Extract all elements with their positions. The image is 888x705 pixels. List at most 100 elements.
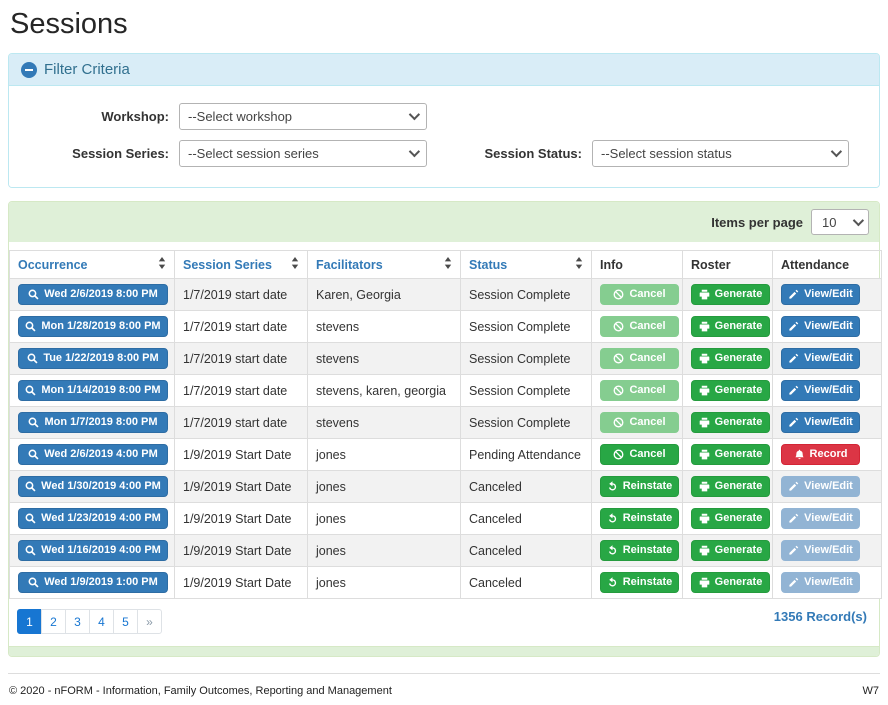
roster-generate-button[interactable]: Generate	[691, 444, 770, 465]
occurrence-cell: Wed 2/6/2019 4:00 PM	[9, 438, 175, 471]
printer-icon	[699, 417, 710, 428]
column-header-occurrence[interactable]: Occurrence	[9, 250, 175, 279]
page-button-4[interactable]: 4	[89, 609, 114, 634]
info-reinstate-button[interactable]: Reinstate	[600, 572, 679, 593]
occurrence-button[interactable]: Wed 1/16/2019 4:00 PM	[18, 540, 168, 561]
occurrence-label: Wed 1/9/2019 1:00 PM	[44, 576, 158, 588]
occurrence-button[interactable]: Wed 1/9/2019 1:00 PM	[18, 572, 168, 593]
roster-generate-button[interactable]: Generate	[691, 284, 770, 305]
page-button-5[interactable]: 5	[113, 609, 138, 634]
items-per-page-select[interactable]: 10	[811, 209, 869, 235]
pencil-icon	[788, 481, 799, 492]
printer-icon	[699, 513, 710, 524]
info-cell: Cancel	[591, 374, 683, 407]
info-reinstate-button[interactable]: Reinstate	[600, 476, 679, 497]
info-cell: Cancel	[591, 310, 683, 343]
occurrence-button[interactable]: Tue 1/22/2019 8:00 PM	[18, 348, 168, 369]
column-header-facilitators[interactable]: Facilitators	[307, 250, 461, 279]
facilitators-cell: stevens	[307, 342, 461, 375]
pencil-icon	[788, 353, 799, 364]
filter-criteria-header[interactable]: Filter Criteria	[9, 54, 879, 86]
printer-icon	[699, 449, 710, 460]
status-cell: Session Complete	[460, 406, 592, 439]
roster-generate-button[interactable]: Generate	[691, 316, 770, 337]
session-series-cell: 1/9/2019 Start Date	[174, 534, 308, 567]
sort-icon[interactable]	[291, 257, 299, 272]
attendance-view-edit-button: View/Edit	[781, 508, 860, 529]
occurrence-label: Wed 1/16/2019 4:00 PM	[41, 544, 161, 556]
column-label: Info	[600, 257, 623, 272]
occurrence-cell: Wed 2/6/2019 8:00 PM	[9, 278, 175, 311]
page-button-3[interactable]: 3	[65, 609, 90, 634]
workshop-select[interactable]: --Select workshop	[179, 103, 427, 130]
roster-generate-button[interactable]: Generate	[691, 476, 770, 497]
info-cell: Reinstate	[591, 502, 683, 535]
printer-icon	[699, 289, 710, 300]
session-series-cell: 1/7/2019 start date	[174, 342, 308, 375]
session-status-select[interactable]: --Select session status	[591, 140, 849, 167]
sort-icon[interactable]	[575, 257, 583, 272]
attendance-cell: View/Edit	[772, 374, 882, 407]
info-reinstate-button[interactable]: Reinstate	[600, 508, 679, 529]
button-label: Reinstate	[622, 512, 673, 524]
roster-generate-button[interactable]: Generate	[691, 572, 770, 593]
roster-generate-button[interactable]: Generate	[691, 508, 770, 529]
attendance-view-edit-button[interactable]: View/Edit	[781, 348, 860, 369]
page-button-2[interactable]: 2	[41, 609, 66, 634]
session-series-cell: 1/9/2019 Start Date	[174, 438, 308, 471]
search-icon	[28, 449, 39, 460]
attendance-view-edit-button[interactable]: View/Edit	[781, 412, 860, 433]
table-panel-footer: 1 2 3 4 5» 1356 Record(s)	[9, 599, 879, 640]
session-series-cell: 1/9/2019 Start Date	[174, 470, 308, 503]
sort-icon[interactable]	[158, 257, 166, 272]
session-series-select[interactable]: --Select session series	[179, 140, 427, 167]
button-label: View/Edit	[804, 352, 853, 364]
info-cancel-button[interactable]: Cancel	[600, 444, 679, 465]
attendance-record-button[interactable]: Record	[781, 444, 860, 465]
session-series-cell: 1/9/2019 Start Date	[174, 502, 308, 535]
column-header-session-series[interactable]: Session Series	[174, 250, 308, 279]
occurrence-button[interactable]: Mon 1/14/2019 8:00 PM	[18, 380, 168, 401]
occurrence-button[interactable]: Wed 2/6/2019 4:00 PM	[18, 444, 168, 465]
info-cancel-button: Cancel	[600, 380, 679, 401]
facilitators-cell: stevens	[307, 310, 461, 343]
minus-circle-icon[interactable]	[21, 61, 37, 78]
search-icon	[25, 481, 36, 492]
button-label: View/Edit	[804, 576, 853, 588]
facilitators-cell: jones	[307, 438, 461, 471]
info-reinstate-button[interactable]: Reinstate	[600, 540, 679, 561]
roster-generate-button[interactable]: Generate	[691, 540, 770, 561]
attendance-cell: View/Edit	[772, 534, 882, 567]
sessions-table-wrap: Occurrence Session Series Facilitators Stat…	[9, 242, 882, 599]
occurrence-button[interactable]: Wed 2/6/2019 8:00 PM	[18, 284, 168, 305]
search-icon	[25, 385, 36, 396]
status-cell: Session Complete	[460, 278, 592, 311]
sort-icon[interactable]	[444, 257, 452, 272]
button-label: Reinstate	[622, 576, 673, 588]
page-button-1[interactable]: 1	[17, 609, 42, 634]
roster-generate-button[interactable]: Generate	[691, 412, 770, 433]
table-panel-header: Items per page 10	[9, 202, 879, 242]
column-header-status[interactable]: Status	[460, 250, 592, 279]
occurrence-button[interactable]: Wed 1/30/2019 4:00 PM	[18, 476, 168, 497]
attendance-cell: Record	[772, 438, 882, 471]
button-label: Generate	[714, 480, 763, 492]
roster-generate-button[interactable]: Generate	[691, 348, 770, 369]
roster-generate-button[interactable]: Generate	[691, 380, 770, 401]
button-label: Generate	[714, 416, 763, 428]
session-series-cell: 1/7/2019 start date	[174, 278, 308, 311]
attendance-view-edit-button[interactable]: View/Edit	[781, 316, 860, 337]
occurrence-button[interactable]: Mon 1/28/2019 8:00 PM	[18, 316, 168, 337]
button-label: View/Edit	[804, 288, 853, 300]
page-button-next[interactable]: »	[137, 609, 162, 634]
workshop-field: Workshop: --Select workshop	[9, 103, 453, 130]
info-cell: Cancel	[591, 342, 683, 375]
status-cell: Canceled	[460, 534, 592, 567]
button-label: View/Edit	[804, 416, 853, 428]
button-label: View/Edit	[804, 320, 853, 332]
occurrence-button[interactable]: Mon 1/7/2019 8:00 PM	[18, 412, 168, 433]
attendance-view-edit-button[interactable]: View/Edit	[781, 380, 860, 401]
attendance-view-edit-button[interactable]: View/Edit	[781, 284, 860, 305]
button-label: Reinstate	[622, 480, 673, 492]
occurrence-button[interactable]: Wed 1/23/2019 4:00 PM	[18, 508, 168, 529]
